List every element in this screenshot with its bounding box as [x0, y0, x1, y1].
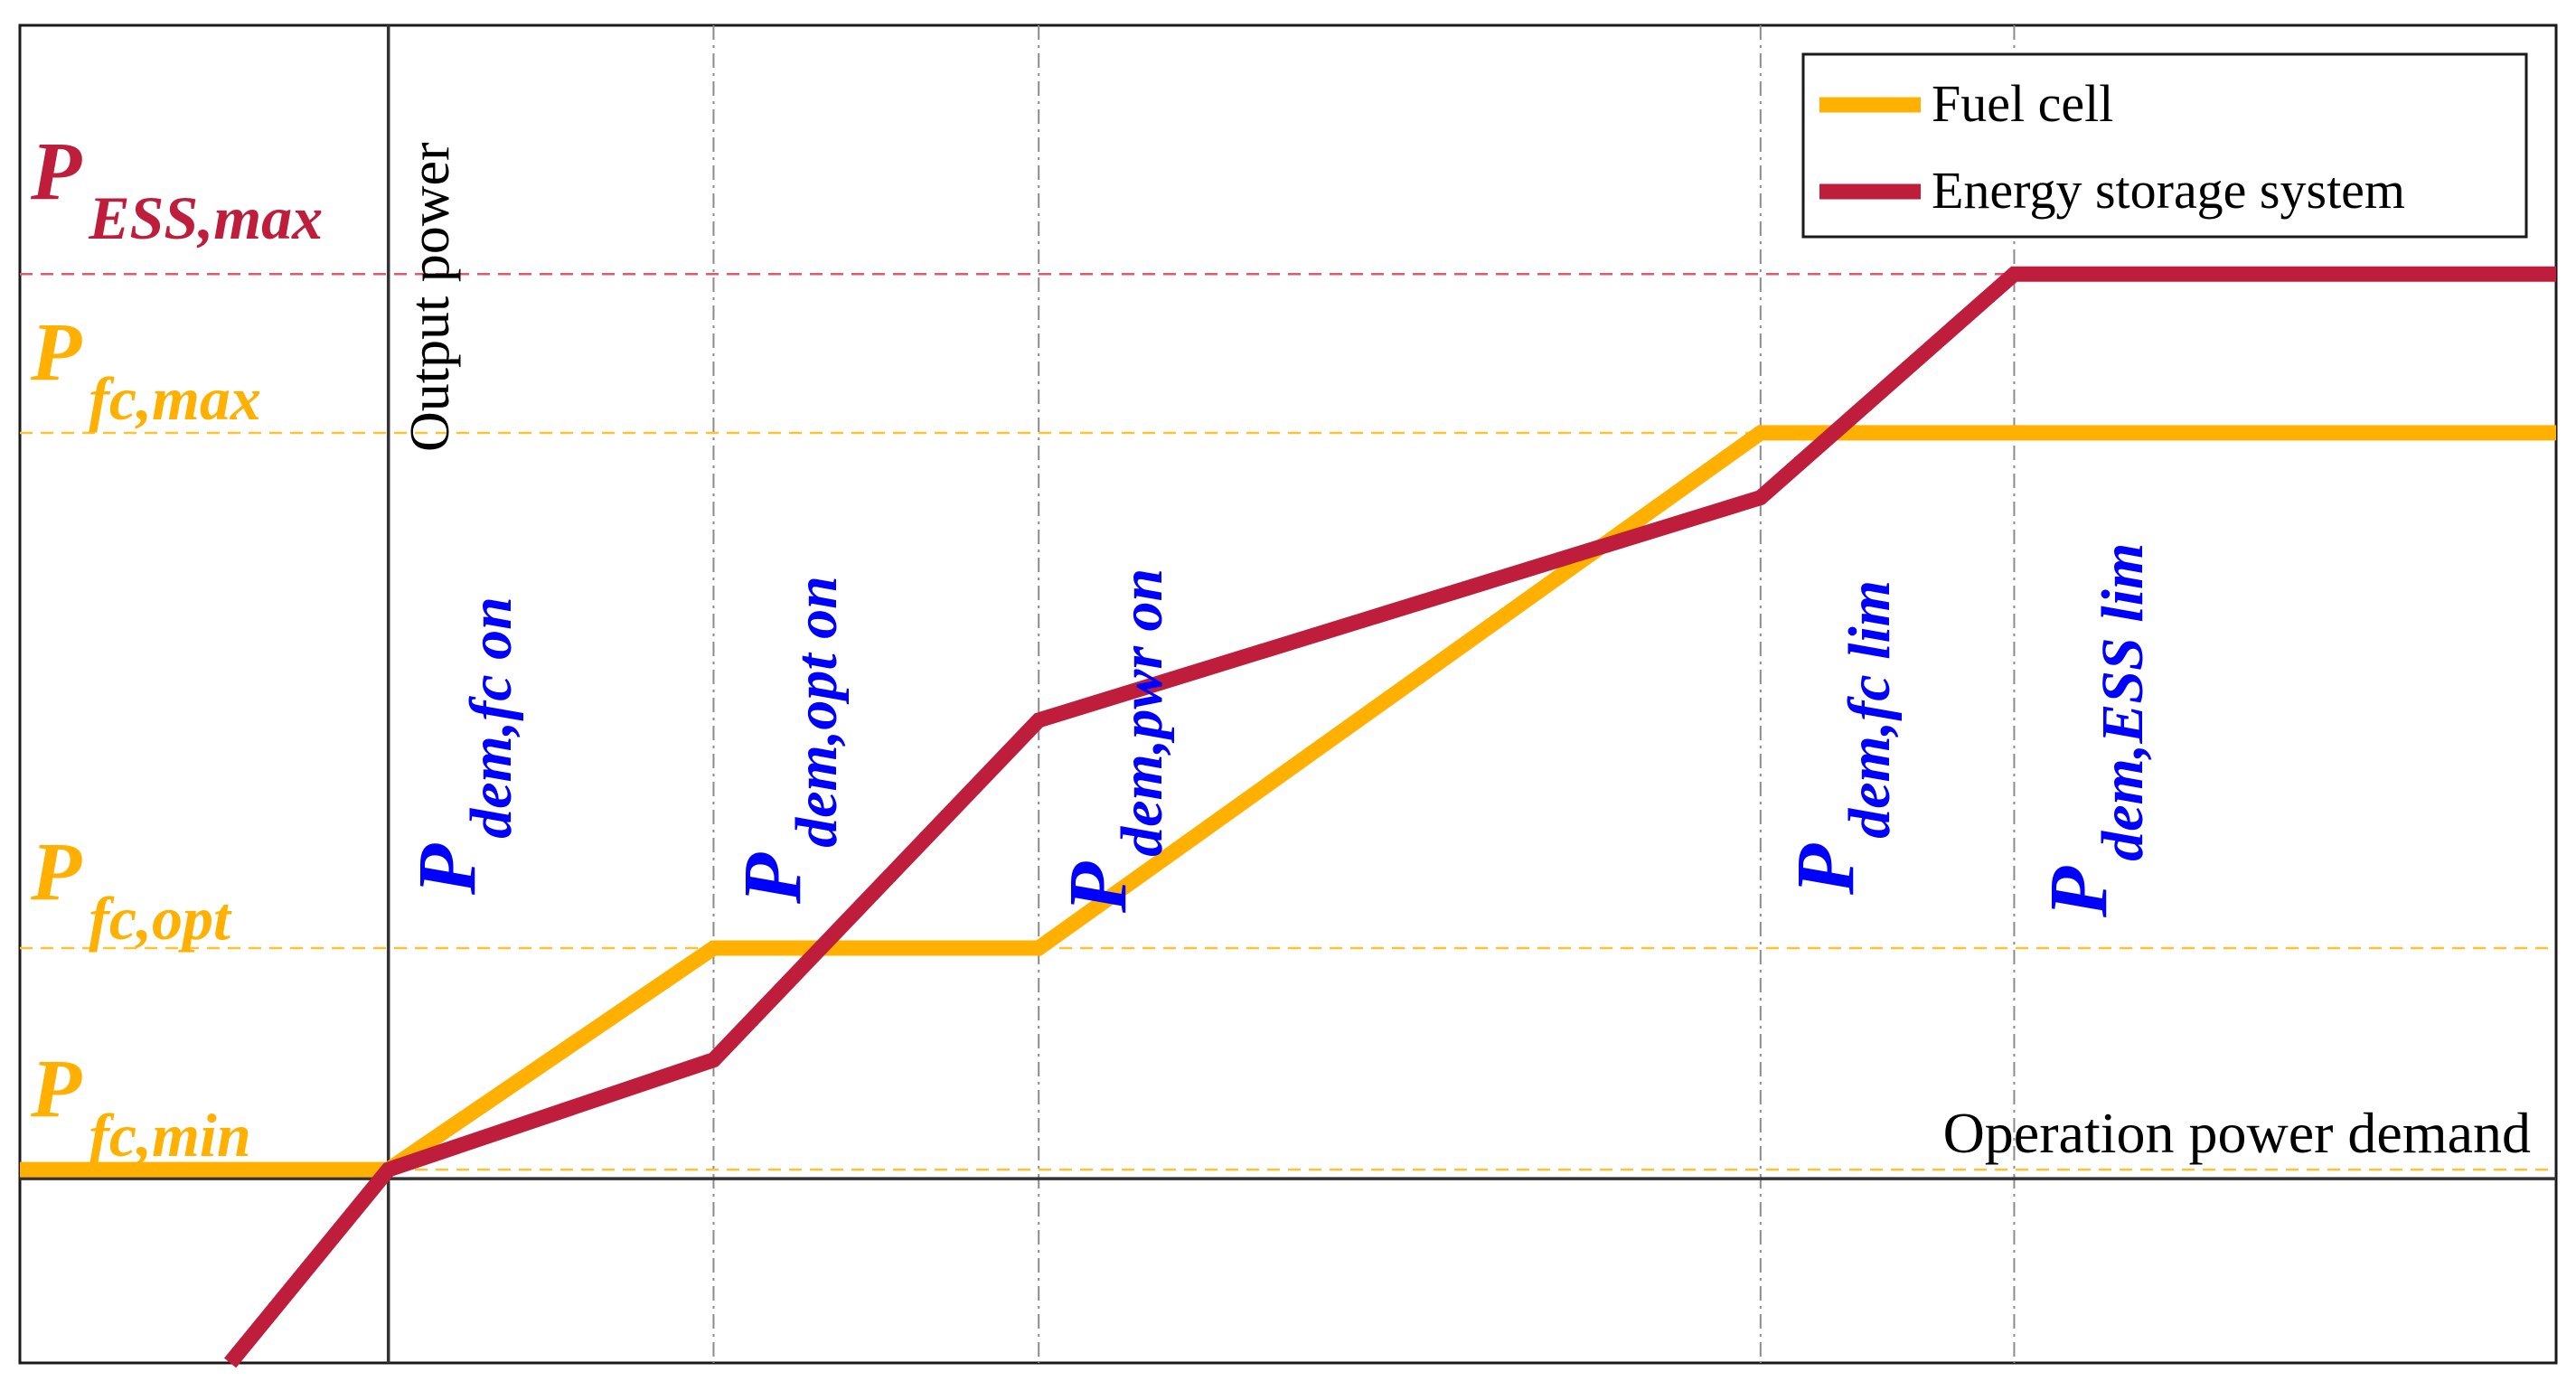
level-label-ess_max: PESS,max [30, 125, 323, 252]
level-label-sub: ESS,max [88, 183, 323, 252]
threshold-label-fc_on: Pdem,fc on [400, 597, 524, 896]
threshold-label-sub: dem,fc on [458, 597, 524, 839]
threshold-label-sub: dem,opt on [784, 576, 850, 848]
threshold-label-pwr_on: Pdem,pwr on [1051, 568, 1175, 914]
series-line-fuel-cell [20, 425, 2556, 1178]
threshold-label-main: P [726, 852, 818, 905]
threshold-label-main: P [1779, 843, 1871, 896]
threshold-label-main: P [1051, 861, 1143, 914]
level-label-sub: fc,min [89, 1101, 250, 1170]
x-axis-title: Operation power demand [1943, 1101, 2531, 1165]
legend-label-0: Fuel cell [1932, 74, 2113, 133]
level-label-main: P [30, 305, 82, 398]
legend-box [1801, 52, 2528, 239]
threshold-label-fc_lim: Pdem,fc lim [1779, 580, 1903, 896]
series-line-energy-storage [224, 266, 2556, 1368]
threshold-label-main: P [400, 843, 493, 896]
threshold-label-sub: dem,ESS lim [2090, 543, 2156, 861]
threshold-label-sub: dem,fc lim [1837, 580, 1903, 839]
y-axis-title: Output power [400, 142, 461, 452]
level-label-fc_opt: Pfc,opt [30, 825, 232, 953]
threshold-label-main: P [2032, 866, 2124, 918]
legend-label-1: Energy storage system [1932, 161, 2405, 220]
threshold-label-sub: dem,pwr on [1109, 568, 1175, 857]
level-label-sub: fc,opt [89, 884, 232, 953]
level-label-fc_max: Pfc,max [30, 305, 261, 433]
level-label-main: P [30, 825, 82, 917]
level-label-main: P [30, 125, 82, 217]
threshold-label-ess_lim: Pdem,ESS lim [2032, 543, 2156, 918]
threshold-label-opt_on: Pdem,opt on [726, 576, 850, 905]
level-label-sub: fc,max [89, 364, 261, 433]
level-label-fc_min: Pfc,min [30, 1042, 251, 1170]
level-label-main: P [30, 1042, 82, 1134]
